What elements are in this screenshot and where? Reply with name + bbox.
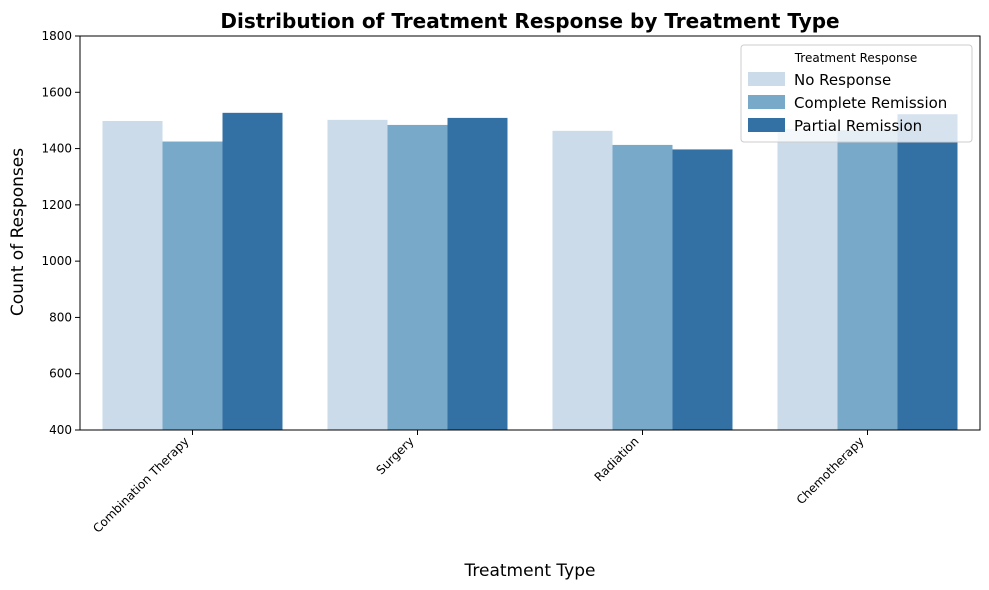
- chart-title: Distribution of Treatment Response by Tr…: [220, 9, 839, 33]
- legend-label: No Response: [794, 71, 891, 89]
- y-tick-label: 1400: [41, 142, 72, 156]
- y-tick-label: 600: [49, 367, 72, 381]
- bars-group: [102, 112, 958, 431]
- bar: [552, 130, 613, 430]
- y-axis: 400 600 800 1000 1200 1400 1600 1800: [41, 29, 80, 437]
- bar: [897, 114, 958, 430]
- legend-swatch: [748, 72, 785, 86]
- y-tick-label: 1800: [41, 29, 72, 43]
- legend-swatch: [748, 95, 785, 109]
- bar: [837, 130, 898, 430]
- x-axis: Combination Therapy Surgery Radiation Chemo…: [90, 430, 868, 536]
- bar: [162, 141, 223, 431]
- legend-label: Complete Remission: [794, 94, 947, 112]
- x-tick-label: Chemotherapy: [794, 434, 867, 507]
- y-tick-label: 1600: [41, 85, 72, 99]
- bar: [777, 128, 838, 430]
- y-axis-title: Count of Responses: [8, 148, 28, 316]
- bar: [387, 124, 448, 430]
- bar: [327, 119, 388, 430]
- y-tick-label: 1200: [41, 198, 72, 212]
- y-tick-label: 1000: [41, 254, 72, 268]
- bar: [222, 112, 283, 430]
- x-axis-title: Treatment Type: [464, 561, 596, 581]
- legend-box: [740, 44, 973, 143]
- x-tick-label: Radiation: [592, 434, 642, 484]
- y-tick-label: 400: [49, 423, 72, 437]
- plot-frame: [79, 35, 981, 431]
- bar: [102, 120, 163, 431]
- bar: [447, 117, 508, 430]
- bar: [612, 144, 673, 431]
- legend-label: Partial Remission: [794, 117, 922, 135]
- x-tick-label: Combination Therapy: [90, 434, 191, 535]
- bar: [672, 149, 733, 430]
- x-tick-label: Surgery: [373, 434, 416, 477]
- legend-title: Treatment Response: [794, 51, 918, 65]
- y-tick-label: 800: [49, 310, 72, 324]
- legend-swatch: [748, 118, 785, 132]
- legend: Treatment Response No Response Complete R…: [740, 44, 973, 143]
